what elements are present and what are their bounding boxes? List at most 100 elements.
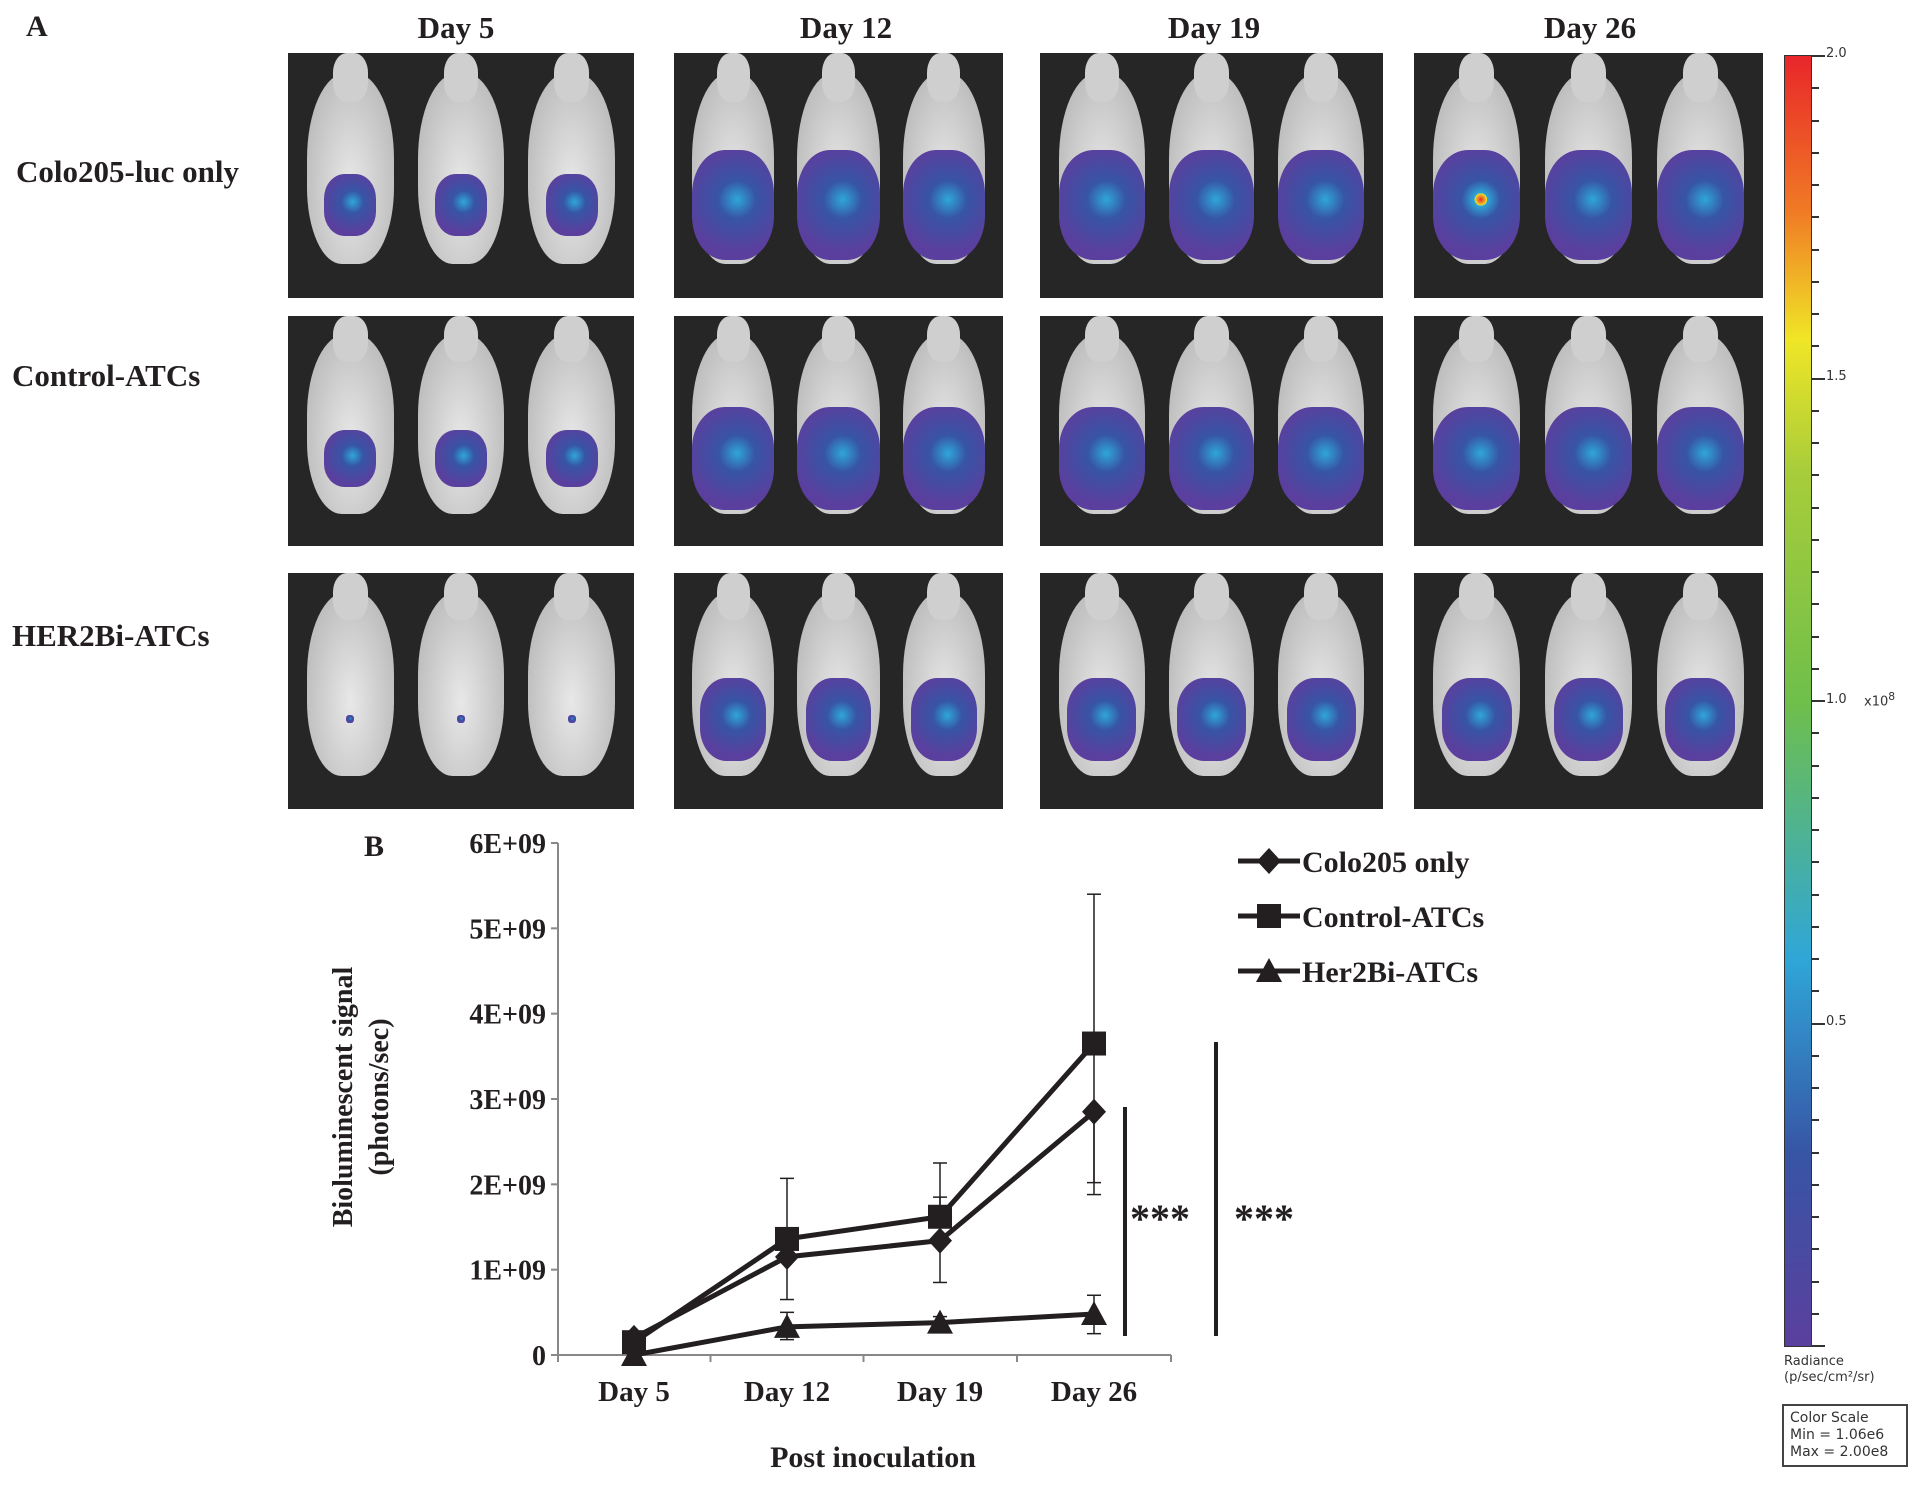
colorbar-tick-mark [1811, 1151, 1819, 1154]
series-colo205-only [622, 1098, 1106, 1351]
row-label-colo205: Colo205-luc only [16, 154, 240, 189]
y-tick-label: 6E+09 [469, 829, 546, 860]
colorbar-tick-mark [1811, 1248, 1819, 1251]
signal-overlay [1433, 149, 1521, 261]
mouse-head [1194, 53, 1229, 102]
column-header-day12: Day 12 [799, 10, 893, 45]
mouse-head [822, 316, 855, 362]
colorbar-tick-mark [1811, 1054, 1819, 1057]
mouse-head [554, 573, 589, 621]
mouse-head [1571, 573, 1606, 621]
colorbar-tick-mark [1811, 538, 1819, 541]
colorbar-tick-1.5: 1.5 [1826, 369, 1847, 384]
mouse-head [1682, 573, 1718, 621]
legend-marker [1257, 904, 1281, 928]
legend-marker [1256, 958, 1282, 982]
bioluminescence-image-panel [1414, 53, 1763, 298]
colorbar-tick-mark [1811, 377, 1825, 380]
bioluminescence-image-panel [1414, 316, 1763, 546]
signal-overlay [1665, 678, 1736, 761]
panel-a-letter: A [26, 10, 48, 43]
mouse-head [927, 53, 961, 102]
y-tick-label: 5E+09 [469, 914, 546, 945]
data-point [928, 1227, 952, 1254]
series-line [632, 1041, 1096, 1345]
color-scale-title: Color Scale [1790, 1410, 1869, 1426]
mouse-head [1571, 316, 1606, 362]
colorbar-unit: Radiance (p/sec/cm²/sr) [1784, 1354, 1875, 1386]
signal-overlay [435, 429, 487, 488]
mouse-head [1194, 316, 1229, 362]
bioluminescence-image-panel [1040, 316, 1383, 546]
data-point [927, 1309, 953, 1334]
mouse-head [1304, 316, 1339, 362]
colorbar-tick-mark [1811, 1345, 1825, 1347]
mouse-head [332, 573, 368, 621]
signal-overlay [324, 174, 377, 236]
signal-overlay [1433, 406, 1521, 511]
colorbar-tick-1.0: 1.0 [1826, 692, 1847, 707]
signal-overlay [910, 678, 977, 761]
panel-b-letter: B [364, 830, 384, 863]
legend-entry: Colo205 only [1238, 846, 1470, 879]
data-point [774, 1313, 800, 1338]
bioluminescence-image-panel [1414, 573, 1763, 809]
x-tick-label: Day 5 [598, 1376, 670, 1408]
row-label-her2bi-atcs: HER2Bi-ATCs [12, 618, 210, 653]
bioluminescence-image-panel [288, 316, 634, 546]
mouse-head [1084, 316, 1119, 362]
mouse-head [1084, 573, 1119, 621]
signal-overlay [692, 406, 775, 511]
colorbar-tick-mark [1811, 184, 1819, 186]
colorbar-tick-mark [1811, 700, 1825, 702]
bioluminescence-image-panel [1040, 53, 1383, 298]
y-axis-label-line1: Bioluminescent signal [328, 966, 359, 1227]
signal-overlay [805, 678, 872, 761]
mouse-head [716, 316, 750, 362]
colorbar-tick-mark [1811, 732, 1819, 735]
colorbar-tick-mark [1811, 409, 1819, 412]
colorbar-tick-mark [1811, 119, 1819, 122]
color-scale-min: Min = 1.06e6 [1790, 1427, 1885, 1443]
signal-overlay [797, 406, 880, 511]
y-tick-label: 1E+09 [469, 1256, 546, 1287]
mouse-head [554, 53, 589, 102]
mouse-image [528, 591, 615, 776]
mouse-image [307, 591, 394, 776]
significance-stars-2: *** [1234, 1196, 1294, 1241]
signal-overlay [797, 149, 880, 261]
x-tick-label: Day 19 [897, 1376, 983, 1408]
mouse-head [554, 316, 589, 362]
x-tick-label: Day 26 [1051, 1376, 1137, 1408]
mouse-head [1304, 573, 1339, 621]
significance-stars-1: *** [1130, 1196, 1190, 1241]
y-tick-label: 0 [532, 1341, 546, 1372]
signal-overlay [1656, 406, 1744, 511]
column-header-day5: Day 5 [417, 10, 495, 45]
y-tick-label: 4E+09 [469, 1000, 546, 1031]
bioluminescence-image-panel [288, 573, 634, 809]
data-point [1081, 1301, 1107, 1326]
bioluminescence-image-panel [674, 53, 1003, 298]
series-control-atcs [622, 893, 1106, 1355]
mouse-head [1304, 53, 1339, 102]
signal-overlay [1067, 678, 1137, 761]
colorbar-tick-mark [1811, 1280, 1819, 1283]
colorbar-tick-mark [1811, 796, 1819, 799]
mouse-head [1682, 316, 1718, 362]
color-scale-bar [1784, 55, 1812, 1347]
signal-overlay [324, 429, 377, 488]
signal-overlay [457, 715, 465, 724]
bioluminescence-image-panel [674, 573, 1003, 809]
signal-overlay [1278, 406, 1365, 511]
mouse-head [927, 316, 961, 362]
colorbar-tick-mark [1811, 87, 1819, 90]
data-point [1082, 1031, 1106, 1056]
legend-marker [1257, 848, 1281, 874]
mouse-head [443, 316, 479, 362]
mouse-head [1682, 53, 1718, 102]
signal-overlay [1286, 678, 1356, 761]
mouse-head [822, 53, 855, 102]
colorbar-tick-2.0: 2.0 [1826, 46, 1847, 61]
colorbar-tick-mark [1811, 571, 1819, 573]
